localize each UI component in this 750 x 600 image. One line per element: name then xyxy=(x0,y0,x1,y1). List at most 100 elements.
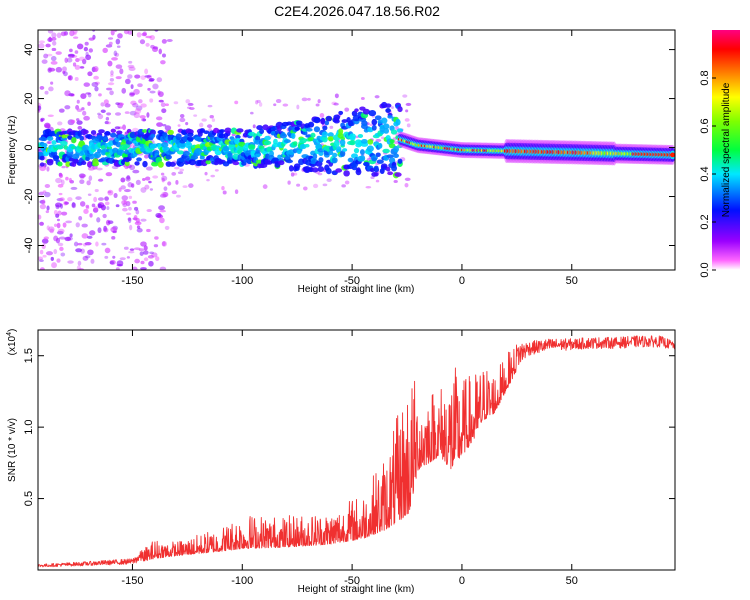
spectrogram-cell xyxy=(335,168,343,173)
spectrogram-cell xyxy=(56,145,64,150)
spectrogram-cell xyxy=(100,204,106,211)
spectrogram-cell xyxy=(135,209,140,215)
spectrogram-cell xyxy=(327,132,334,138)
spectrogram-cell xyxy=(120,185,126,190)
spectrogram-cell xyxy=(105,116,110,121)
spectrogram-cell xyxy=(185,122,189,126)
spectrogram-cell xyxy=(148,180,152,184)
spectrogram-cell xyxy=(105,87,113,91)
spectrogram-cell xyxy=(108,41,113,46)
spectrogram-cell xyxy=(284,155,291,160)
spectrogram-cell xyxy=(113,50,118,57)
spectrogram-cell xyxy=(75,196,82,200)
spectrogram-cell xyxy=(50,55,57,62)
spectrogram-cell xyxy=(128,217,132,224)
spectrogram-cell xyxy=(179,168,185,172)
spectrogram-cell xyxy=(59,197,65,202)
spectrogram-cell xyxy=(166,39,173,42)
spectrogram-y-tick-label: 0 xyxy=(23,144,35,150)
spectrogram-cell xyxy=(85,206,90,210)
spectrogram-cell xyxy=(187,132,194,137)
spectrogram-cell xyxy=(357,133,364,138)
spectrogram-cell xyxy=(338,128,344,135)
spectrogram-cell xyxy=(313,117,321,124)
spectrogram-cell xyxy=(161,175,168,181)
spectrogram-cell xyxy=(128,250,135,254)
spectrogram-cell xyxy=(38,40,45,44)
spectrogram-cell xyxy=(153,244,159,248)
spectrogram-cell xyxy=(164,225,170,230)
spectrogram-cell xyxy=(292,141,298,146)
spectrogram-cell xyxy=(144,154,149,159)
spectrogram-cell xyxy=(56,222,61,229)
spectrogram-cell xyxy=(317,166,325,173)
spectrogram-cell xyxy=(158,99,164,103)
spectrogram-x-tick-label: -100 xyxy=(231,275,253,287)
spectrogram-cell xyxy=(119,257,126,261)
spectrogram-cell xyxy=(256,99,261,103)
spectrogram-cell xyxy=(161,53,166,58)
spectrogram-cell xyxy=(374,115,382,121)
spectrogram-cell xyxy=(87,249,94,256)
spectrogram-cell xyxy=(67,260,74,264)
spectrogram-cell xyxy=(65,220,73,224)
snr-y-tick-label: 0.5 xyxy=(23,491,35,506)
spectrogram-cell xyxy=(273,138,278,145)
snr-y-tick-label: 1.0 xyxy=(23,419,35,434)
spectrogram-cell xyxy=(55,51,62,55)
spectrogram-cell xyxy=(234,189,239,195)
spectrogram-cell xyxy=(156,122,163,127)
spectrogram-cell xyxy=(42,190,47,194)
spectrogram-cell xyxy=(339,139,346,146)
spectrogram-cell xyxy=(359,155,366,162)
spectrogram-cell xyxy=(159,193,167,198)
spectrogram-cell xyxy=(109,261,115,265)
snr-x-ticks: -150 -100 -50 0 50 xyxy=(121,330,578,587)
spectrogram-cell xyxy=(140,267,147,270)
spectrogram-cell xyxy=(45,251,53,256)
spectrogram-cell xyxy=(360,96,365,100)
spectrogram-cell xyxy=(210,174,216,178)
spectrogram-cell xyxy=(161,108,167,114)
spectrogram-cell xyxy=(106,121,111,125)
spectrogram-cell xyxy=(122,203,128,208)
spectrogram-cell xyxy=(167,129,174,135)
spectrogram-cell xyxy=(118,102,124,106)
spectrogram-cell xyxy=(293,163,301,169)
spectrogram-cell xyxy=(158,24,163,27)
spectrogram-cell xyxy=(136,228,143,233)
spectrogram-cell xyxy=(383,128,390,134)
spectrogram-cell xyxy=(125,212,132,216)
spectrogram-cell xyxy=(94,188,99,193)
spectrogram-cell xyxy=(158,48,162,55)
spectrogram-cell xyxy=(57,183,64,188)
spectrogram-cell xyxy=(373,172,379,177)
spectrogram-cell xyxy=(130,100,137,106)
spectrogram-y-tick-label: -20 xyxy=(23,189,35,205)
spectrogram-cell xyxy=(307,97,311,101)
spectrogram-cell xyxy=(301,97,308,102)
spectrogram-cell xyxy=(204,171,208,176)
spectrogram-cell xyxy=(40,117,45,122)
spectrogram-cell xyxy=(177,124,181,127)
spectrogram-cell xyxy=(87,92,92,98)
spectrogram-cell xyxy=(116,260,124,267)
spectrogram-cell xyxy=(129,92,135,96)
spectrogram-cell xyxy=(83,82,91,87)
spectrogram-cell xyxy=(157,90,161,96)
spectrogram-cell xyxy=(315,103,320,107)
spectrogram-cell xyxy=(128,60,133,64)
snr-x-tick-label: -50 xyxy=(344,575,360,587)
spectrogram-cell xyxy=(138,99,143,104)
spectrogram-cell xyxy=(57,161,63,167)
spectrogram-cell xyxy=(75,248,83,253)
spectrogram-cell xyxy=(344,107,350,112)
spectrogram-cell xyxy=(131,266,138,270)
spectrogram-cell xyxy=(294,126,300,131)
spectrogram-cell xyxy=(380,136,385,140)
spectrogram-cell xyxy=(255,153,261,158)
spectrogram-cell xyxy=(173,101,179,105)
spectrogram-cell xyxy=(115,38,121,45)
snr-multiplier-close: ) xyxy=(7,329,18,332)
spectrogram-cell xyxy=(104,131,111,136)
